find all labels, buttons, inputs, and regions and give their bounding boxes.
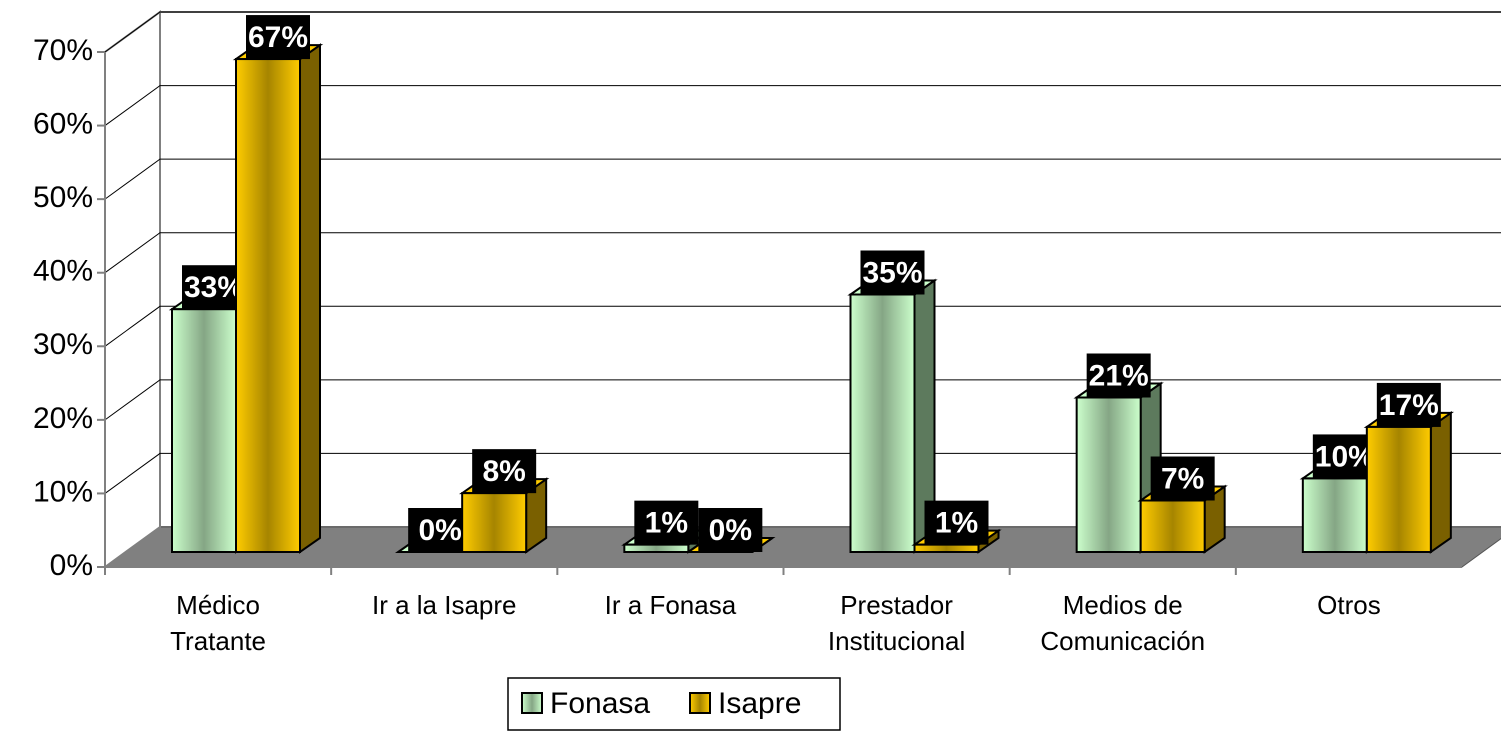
grid-line xyxy=(104,11,1501,53)
y-tick-label: 10% xyxy=(33,475,93,508)
data-label: 7% xyxy=(1161,462,1204,495)
data-label: 1% xyxy=(935,507,978,540)
bar xyxy=(1363,411,1455,554)
data-label-box xyxy=(472,449,537,494)
bar-shade xyxy=(462,493,527,552)
bar-shade xyxy=(236,59,300,552)
bar-shade xyxy=(1140,500,1205,552)
bar-shade xyxy=(624,544,689,552)
legend-box xyxy=(507,677,841,731)
legend-swatch-shade xyxy=(690,693,710,713)
data-label: 17% xyxy=(1379,389,1439,422)
data-label-box xyxy=(246,15,310,60)
data-label: 35% xyxy=(862,256,922,289)
bar xyxy=(847,278,938,554)
x-tick-label: Comunicación xyxy=(1040,626,1205,656)
data-label-box xyxy=(1150,456,1215,501)
bar-shade xyxy=(1302,478,1367,552)
grid-line xyxy=(104,85,1501,126)
back-wall xyxy=(159,11,1501,528)
bar-shade xyxy=(1366,426,1431,552)
grid-line xyxy=(104,305,1501,347)
x-tick-label: Ir a la Isapre xyxy=(372,590,517,620)
x-tick-label: Medios de xyxy=(1063,590,1183,620)
x-tick-label: Institucional xyxy=(828,626,965,656)
data-label-box xyxy=(1376,382,1441,427)
x-tick-label: Médico xyxy=(176,590,260,620)
y-tick-label: 50% xyxy=(33,181,93,214)
grid-line xyxy=(104,379,1501,421)
x-tick-label: Ir a Fonasa xyxy=(605,590,737,620)
legend-swatch-shade xyxy=(522,693,542,713)
y-tick-label: 70% xyxy=(33,34,93,67)
x-tick-label: Tratante xyxy=(170,626,266,656)
y-tick-label: 0% xyxy=(50,549,93,582)
bar xyxy=(232,43,324,554)
bar-shade xyxy=(850,294,915,552)
x-tick-label: Prestador xyxy=(840,590,953,620)
grid-line xyxy=(104,232,1501,274)
data-label-box xyxy=(924,500,989,545)
data-label-box xyxy=(860,250,925,295)
bar-shade xyxy=(914,544,979,552)
bar-side xyxy=(299,43,321,554)
x-tick-label: Otros xyxy=(1317,590,1381,620)
bar-shade xyxy=(172,309,236,552)
y-tick-label: 30% xyxy=(33,328,93,361)
y-tick-label: 20% xyxy=(33,402,93,435)
bar-shade xyxy=(1076,397,1141,552)
data-label-box xyxy=(634,500,699,545)
grid-line xyxy=(104,452,1501,494)
data-label: 0% xyxy=(418,514,461,547)
grid-line xyxy=(104,158,1501,200)
data-label-box xyxy=(698,508,763,552)
data-label: 1% xyxy=(645,507,688,540)
legend-label: Isapre xyxy=(718,687,801,720)
data-label: 8% xyxy=(482,455,525,488)
data-label: 0% xyxy=(709,514,752,547)
data-label: 21% xyxy=(1089,359,1149,392)
data-label: 10% xyxy=(1315,440,1375,473)
legend-label: Fonasa xyxy=(550,687,650,720)
data-label: 33% xyxy=(184,271,244,304)
y-tick-label: 40% xyxy=(33,255,93,288)
y-tick-label: 60% xyxy=(33,107,93,140)
bar-side xyxy=(1429,411,1452,554)
data-label-box xyxy=(1086,353,1151,398)
data-label: 67% xyxy=(248,21,308,54)
side-wall xyxy=(104,10,161,569)
